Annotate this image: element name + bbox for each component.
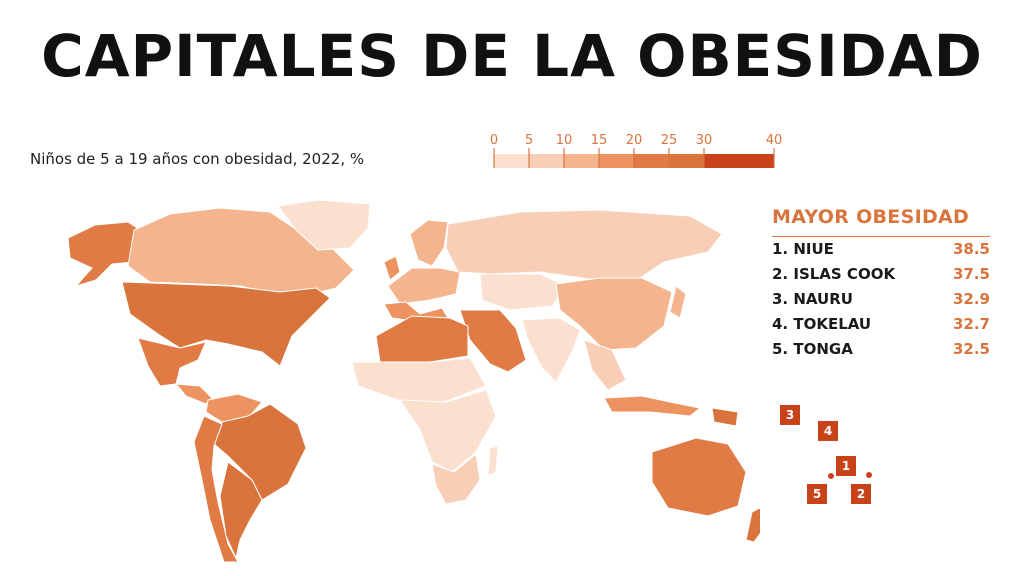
region-scandinavia[interactable] (409, 219, 449, 267)
region-central-asia[interactable] (479, 273, 567, 311)
island-marker-tonga[interactable]: 5 (807, 484, 827, 504)
region-greenland[interactable] (277, 199, 371, 251)
ranking-label: 2. ISLAS COOK (772, 265, 896, 283)
region-japan[interactable] (669, 285, 687, 319)
ranking-value: 32.7 (952, 315, 990, 333)
legend-bin (494, 154, 529, 168)
region-central-america[interactable] (174, 383, 213, 405)
ranking-row: 1. NIUE 38.5 (772, 237, 990, 262)
region-madagascar[interactable] (487, 445, 499, 477)
region-argentina[interactable] (219, 461, 263, 560)
region-canada[interactable] (127, 207, 355, 295)
legend-bin (529, 154, 564, 168)
ranking-label: 1. NIUE (772, 240, 834, 258)
region-papua[interactable] (711, 407, 739, 427)
region-australia[interactable] (651, 437, 747, 517)
island-marker-nauru[interactable]: 3 (780, 405, 800, 425)
region-indonesia[interactable] (603, 395, 702, 417)
legend-bin (599, 154, 634, 168)
ranking-row: 3. NAURU 32.9 (772, 287, 990, 312)
legend-tick-label: 25 (661, 133, 678, 148)
legend-tick-label: 40 (766, 133, 783, 148)
legend-tick-label: 10 (556, 133, 573, 148)
world-map (67, 199, 760, 563)
island-dot-cook-islands (866, 472, 872, 478)
island-marker-niue[interactable]: 1 (836, 456, 856, 476)
ranking-value: 37.5 (952, 265, 990, 283)
legend-bin (634, 154, 669, 168)
region-usa[interactable] (121, 281, 331, 367)
ranking-row: 2. ISLAS COOK 37.5 (772, 262, 990, 287)
ranking-value: 38.5 (952, 240, 990, 258)
ranking-value: 32.9 (952, 290, 990, 308)
legend-scale: 0 5 10 15 20 25 30 40 (490, 133, 783, 168)
region-alaska[interactable] (67, 221, 141, 287)
region-north-africa[interactable] (375, 315, 469, 363)
region-india[interactable] (521, 317, 581, 383)
region-sahel[interactable] (351, 357, 487, 403)
ranking-label: 3. NAURU (772, 290, 853, 308)
region-new-zealand[interactable] (745, 506, 760, 543)
region-andes[interactable] (193, 415, 239, 563)
region-china[interactable] (555, 277, 673, 351)
color-legend: 0 5 10 15 20 25 30 40 (490, 132, 783, 181)
subtitle: Niños de 5 a 19 años con obesidad, 2022,… (30, 150, 365, 168)
page-title: CAPITALES DE LA OBESIDAD (41, 22, 983, 90)
region-southern-africa[interactable] (431, 453, 481, 505)
ranking-title: MAYOR OBESIDAD (772, 206, 990, 237)
ranking-label: 4. TOKELAU (772, 315, 872, 333)
island-marker-tokelau[interactable]: 4 (818, 421, 838, 441)
ranking-panel: MAYOR OBESIDAD 1. NIUE 38.5 2. ISLAS COO… (772, 206, 990, 362)
ranking-label: 5. TONGA (772, 340, 853, 358)
region-brazil[interactable] (213, 403, 307, 501)
legend-tick-label: 15 (591, 133, 608, 148)
region-middle-east[interactable] (459, 309, 527, 373)
island-marker-cook-islands[interactable]: 2 (851, 484, 871, 504)
region-uk[interactable] (383, 255, 401, 281)
legend-tick-label: 5 (525, 133, 533, 148)
legend-bin (564, 154, 599, 168)
legend-bin (669, 154, 704, 168)
island-dot-niue (828, 473, 834, 479)
region-mexico[interactable] (137, 337, 207, 387)
region-russia[interactable] (445, 209, 723, 281)
region-southeast-asia[interactable] (583, 339, 627, 391)
legend-tick-label: 30 (696, 133, 713, 148)
ranking-row: 5. TONGA 32.5 (772, 337, 990, 362)
ranking-row: 4. TOKELAU 32.7 (772, 312, 990, 337)
region-central-africa[interactable] (399, 389, 497, 473)
legend-tick-label: 20 (626, 133, 643, 148)
legend-bin (704, 154, 774, 168)
legend-tick-label: 0 (490, 133, 498, 148)
ranking-value: 32.5 (952, 340, 990, 358)
